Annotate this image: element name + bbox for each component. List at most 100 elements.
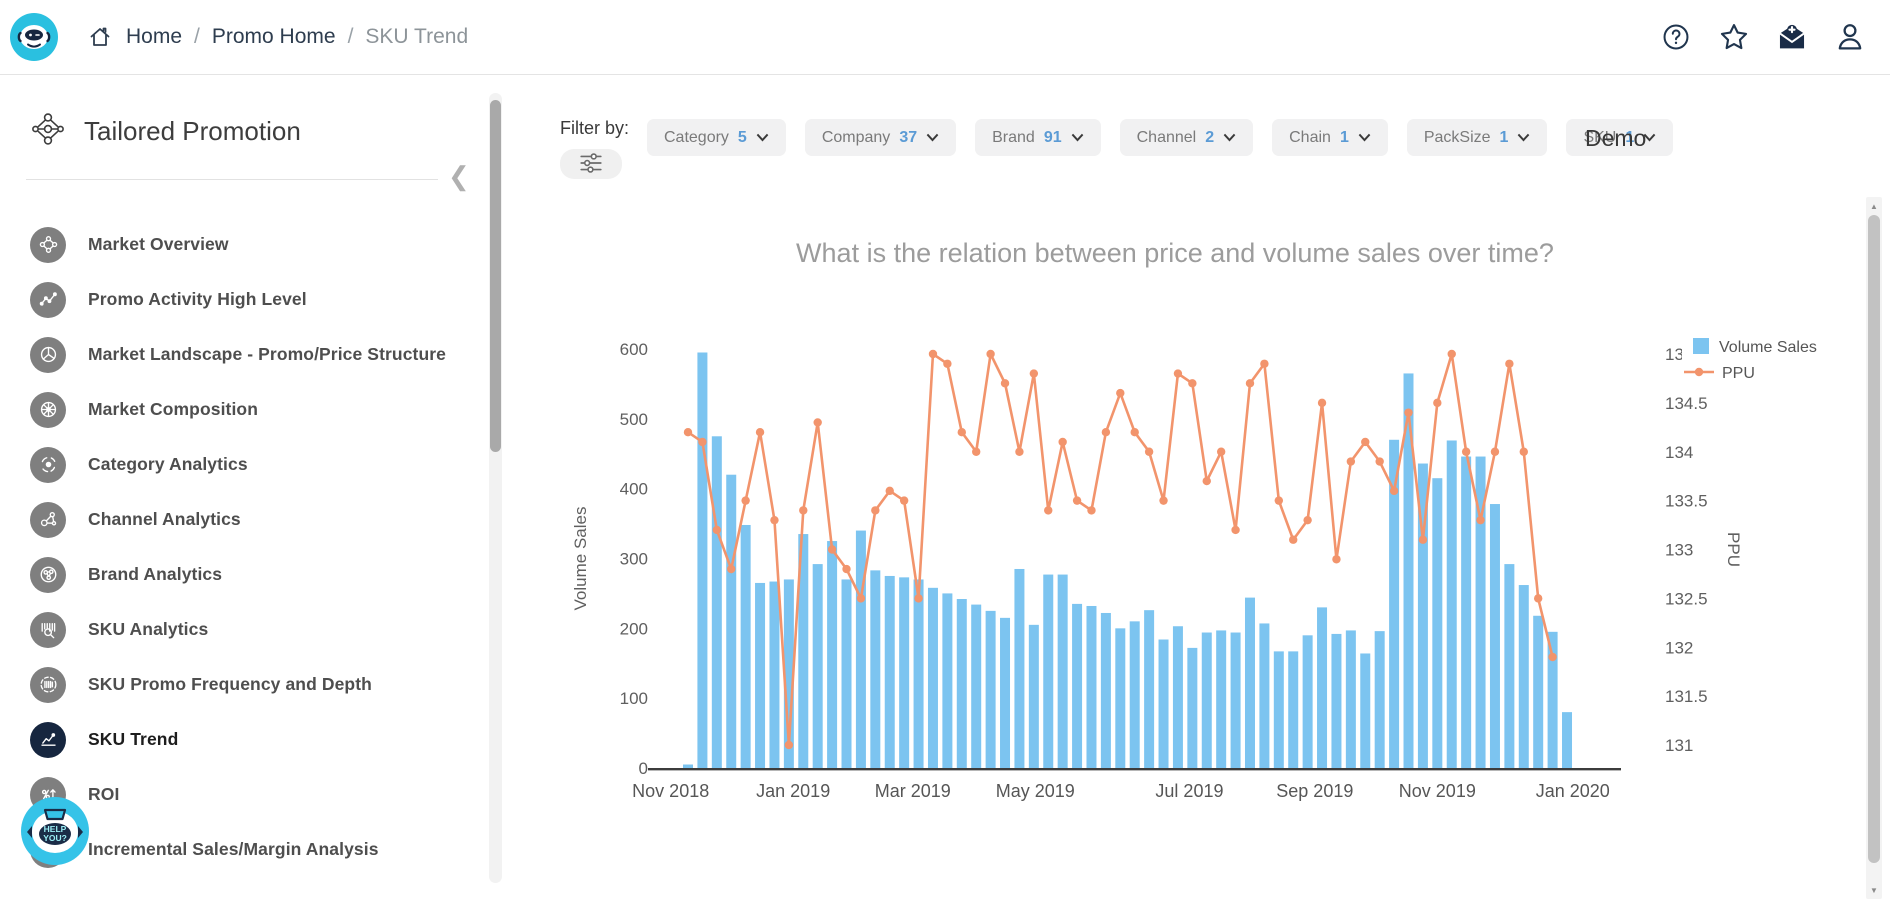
volume-bar	[1029, 625, 1039, 768]
ppu-point	[842, 565, 850, 573]
ppu-point	[1534, 594, 1542, 602]
volume-bar	[1274, 651, 1284, 768]
ppu-point	[1548, 653, 1556, 661]
sidebar-item-market-composition[interactable]: Market Composition	[0, 382, 481, 437]
sidebar-item-channel-analytics[interactable]: Channel Analytics	[0, 492, 481, 547]
sliders-icon	[576, 151, 606, 178]
home-icon[interactable]	[88, 25, 112, 49]
volume-bar	[914, 579, 924, 768]
sidebar-item-label: Market Overview	[88, 234, 229, 255]
filter-settings-button[interactable]	[560, 149, 622, 179]
ppu-point	[1058, 438, 1066, 446]
ppu-point	[1246, 379, 1254, 387]
ppu-point	[1448, 350, 1456, 358]
svg-text:400: 400	[620, 480, 648, 499]
sidebar-item-brand-analytics[interactable]: Brand Analytics	[0, 547, 481, 602]
svg-text:132: 132	[1665, 638, 1693, 657]
ppu-point	[1015, 448, 1023, 456]
volume-bar	[1504, 564, 1514, 768]
inbox-new-message-icon[interactable]	[1774, 19, 1810, 55]
ppu-point	[914, 594, 922, 602]
chevron-down-icon	[926, 133, 939, 142]
scroll-down-icon[interactable]: ▼	[1866, 883, 1882, 897]
ppu-point	[799, 506, 807, 514]
sidebar-item-sku-analytics[interactable]: SKU Analytics	[0, 602, 481, 657]
ppu-point	[713, 526, 721, 534]
sidebar-item-sku-promo-frequency-and-depth[interactable]: SKU Promo Frequency and Depth	[0, 657, 481, 712]
app-logo-robot-icon[interactable]	[10, 13, 58, 61]
ppu-point	[770, 516, 778, 524]
ppu-point	[1044, 506, 1052, 514]
volume-bar	[1533, 616, 1543, 768]
volume-bar	[1000, 618, 1010, 768]
ppu-point	[813, 418, 821, 426]
sidebar-item-market-landscape-promo-price-structure[interactable]: Market Landscape - Promo/Price Structure	[0, 327, 481, 382]
ppu-point	[1102, 428, 1110, 436]
sidebar-item-label: SKU Promo Frequency and Depth	[88, 674, 372, 695]
user-profile-icon[interactable]	[1832, 19, 1868, 55]
ppu-point	[1174, 369, 1182, 377]
volume-bar	[1231, 633, 1241, 768]
volume-bar	[813, 564, 823, 768]
ppu-point	[1087, 506, 1095, 514]
help-icon[interactable]	[1658, 19, 1694, 55]
svg-text:300: 300	[620, 550, 648, 569]
ppu-point	[1505, 360, 1513, 368]
sidebar-scrollbar-thumb[interactable]	[490, 100, 501, 452]
volume-bar	[1187, 648, 1197, 768]
main-scrollbar[interactable]: ▲ ▼	[1866, 197, 1882, 899]
svg-text:133.5: 133.5	[1665, 492, 1708, 511]
chevron-down-icon	[756, 133, 769, 142]
filter-pill-label: Channel	[1137, 129, 1197, 147]
sidebar-item-sku-trend[interactable]: SKU Trend	[0, 712, 481, 767]
svg-text:100: 100	[620, 689, 648, 708]
favorites-star-icon[interactable]	[1716, 19, 1752, 55]
svg-text:Mar 2019: Mar 2019	[875, 781, 951, 801]
volume-bar	[683, 765, 693, 768]
ppu-point	[1203, 477, 1211, 485]
filter-pill-label: PackSize	[1424, 129, 1491, 147]
breadcrumb-item[interactable]: Promo Home	[212, 25, 336, 49]
sidebar-item-market-overview[interactable]: Market Overview	[0, 217, 481, 272]
sidebar-collapse-icon[interactable]: ❮	[448, 163, 470, 189]
breadcrumb-item[interactable]: Home	[126, 25, 182, 49]
sidebar-item-promo-activity-high-level[interactable]: Promo Activity High Level	[0, 272, 481, 327]
volume-bar	[712, 436, 722, 768]
svg-text:132.5: 132.5	[1665, 589, 1708, 608]
sidebar-item-category-analytics[interactable]: Category Analytics	[0, 437, 481, 492]
svg-text:PPU: PPU	[1722, 365, 1755, 382]
help-bot-button[interactable]: HELP YOU?	[20, 796, 90, 866]
main-scrollbar-thumb[interactable]	[1868, 215, 1880, 863]
volume-bar	[1101, 613, 1111, 768]
topbar: Home/Promo Home/SKU Trend	[0, 0, 1890, 75]
ppu-point	[727, 565, 735, 573]
topbar-actions	[1658, 19, 1868, 55]
volume-bar	[1202, 633, 1212, 768]
ppu-point	[1433, 399, 1441, 407]
ppu-point	[741, 496, 749, 504]
volume-bar	[1461, 457, 1471, 768]
svg-text:500: 500	[620, 410, 648, 429]
volume-bar	[1360, 653, 1370, 768]
svg-text:131.5: 131.5	[1665, 687, 1708, 706]
sidebar-scrollbar[interactable]	[489, 93, 502, 883]
sidebar-item-label: Incremental Sales/Margin Analysis	[88, 839, 379, 860]
ppu-point	[1030, 369, 1038, 377]
legend-volume-swatch	[1693, 338, 1709, 354]
ppu-point	[1217, 448, 1225, 456]
filter-pill-count: 1	[1340, 129, 1349, 147]
breadcrumb-item: SKU Trend	[365, 25, 468, 49]
scroll-up-icon[interactable]: ▲	[1866, 199, 1882, 213]
line-chart-icon	[30, 282, 66, 318]
volume-bar	[1144, 610, 1154, 768]
right-axis-title: PPU	[1724, 532, 1743, 567]
barcode-ring-icon	[30, 667, 66, 703]
